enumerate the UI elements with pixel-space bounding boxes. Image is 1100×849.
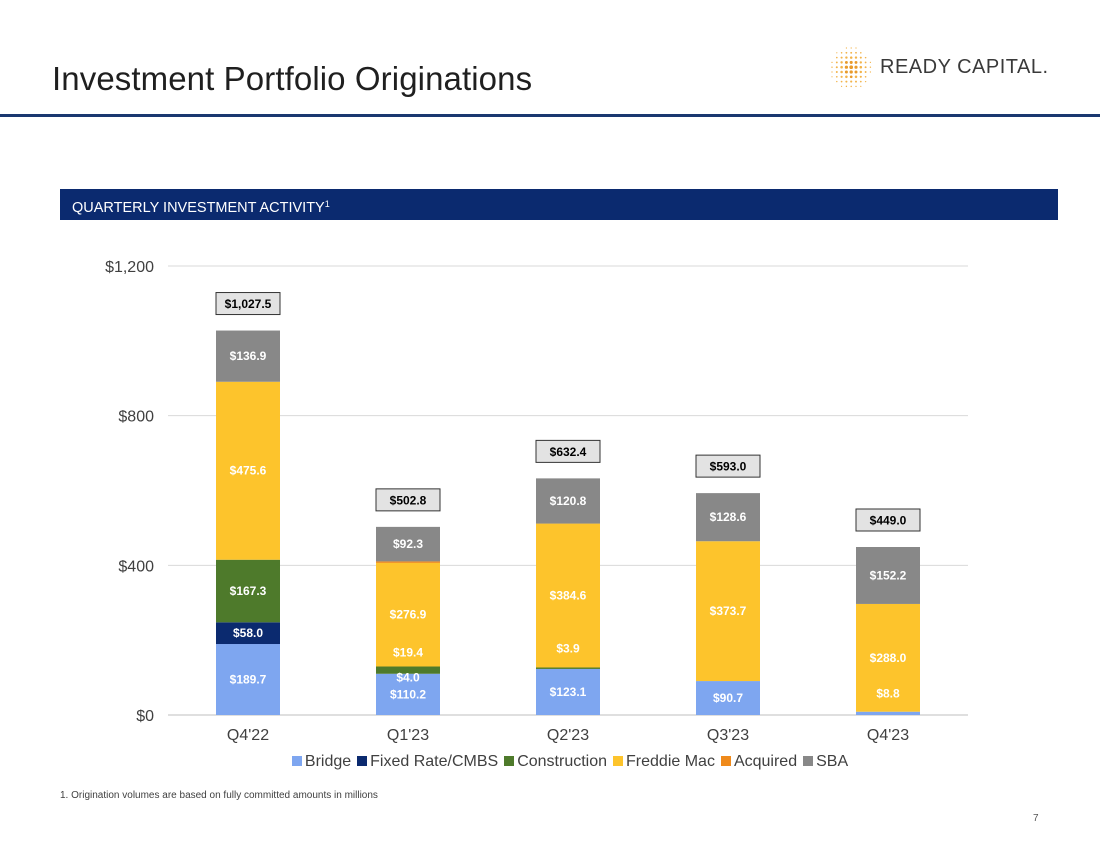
legend-label: Bridge — [304, 753, 352, 770]
header-divider — [0, 114, 1100, 117]
bar-segment-freddie-mac — [696, 541, 760, 682]
y-tick-label: $1,200 — [105, 259, 154, 276]
page-number: 7 — [1033, 813, 1039, 824]
data-label: $189.7 — [230, 673, 267, 687]
legend-swatch — [357, 756, 368, 766]
bar-segment-bridge — [856, 711, 920, 715]
data-label: $90.7 — [713, 691, 743, 705]
legend-label: Acquired — [733, 753, 798, 770]
data-label: $384.6 — [550, 589, 587, 603]
section-footnote-marker: 1 — [324, 199, 330, 209]
legend-item: Acquired — [720, 753, 798, 771]
legend-swatch — [803, 756, 814, 766]
legend-item: Fixed Rate/CMBS — [357, 753, 498, 771]
total-box — [375, 488, 441, 512]
total-box — [855, 508, 921, 532]
bar-segment-construction — [376, 666, 440, 674]
ready-capital-logo: READY CAPITAL. — [828, 44, 1058, 92]
footnote: 1. Origination volumes are based on full… — [60, 790, 378, 801]
logo-dot-grid-icon — [831, 47, 872, 88]
data-label: $152.2 — [870, 568, 907, 582]
legend-item: Freddie Mac — [613, 753, 715, 771]
section-header-label: QUARTERLY INVESTMENT ACTIVITY — [72, 200, 325, 216]
bar-segment-sba — [856, 546, 920, 604]
legend-item: Construction — [504, 753, 607, 771]
legend-label: Freddie Mac — [626, 753, 715, 770]
x-tick-label: Q2'23 — [547, 727, 589, 744]
bar-segment-freddie-mac — [376, 562, 440, 667]
bar-segment-fixed-rate-cmbs — [216, 622, 280, 645]
data-label: $8.8 — [876, 687, 900, 701]
bar-segment-bridge — [696, 681, 760, 715]
data-label: $475.6 — [230, 464, 267, 478]
total-box — [695, 454, 761, 478]
data-label: $128.6 — [710, 510, 747, 524]
total-box — [535, 439, 601, 463]
page-title: Investment Portfolio Originations — [52, 60, 533, 97]
logo-text: READY CAPITAL. — [880, 56, 1049, 78]
legend-swatch — [504, 756, 515, 766]
data-label: $167.3 — [230, 584, 267, 598]
total-label: $632.4 — [550, 445, 587, 459]
y-tick-label: $0 — [136, 708, 154, 725]
total-label: $449.0 — [870, 513, 907, 527]
legend-swatch — [291, 756, 302, 766]
bar-segment-acquired — [376, 561, 440, 563]
data-label: $58.0 — [233, 626, 263, 640]
x-tick-label: Q1'23 — [387, 727, 429, 744]
bar-segment-bridge — [216, 644, 280, 715]
data-label: $4.0 — [396, 671, 420, 685]
bar-segment-freddie-mac — [856, 603, 920, 712]
data-label: $288.0 — [870, 651, 907, 665]
bar-segment-bridge — [536, 668, 600, 715]
data-label: $3.9 — [556, 641, 580, 655]
bar-segment-sba — [696, 493, 760, 542]
total-label: $502.8 — [390, 493, 427, 507]
data-label: $110.2 — [390, 687, 426, 701]
y-tick-label: $800 — [118, 409, 154, 426]
x-tick-label: Q3'23 — [707, 727, 749, 744]
bar-segment-freddie-mac — [216, 381, 280, 560]
data-label: $92.3 — [393, 537, 423, 551]
data-label: $276.9 — [390, 608, 427, 622]
data-label: $373.7 — [710, 604, 747, 618]
x-tick-label: Q4'22 — [227, 727, 269, 744]
section-header: QUARTERLY INVESTMENT ACTIVITY1 — [60, 189, 1058, 220]
legend-label: Fixed Rate/CMBS — [370, 753, 499, 770]
data-label: $19.4 — [393, 646, 423, 660]
bar-segment-construction — [536, 667, 600, 669]
legend-label: SBA — [816, 753, 849, 770]
legend-swatch — [613, 756, 624, 766]
legend-label: Construction — [517, 753, 608, 770]
stacked-bar-chart: $0 $400 $800 $1,200 Q4'22 $1,027.5 Q1'23 $502.8… — [105, 259, 968, 744]
bar-segment-sba — [376, 526, 440, 562]
legend-item: Bridge — [291, 753, 352, 771]
legend-swatch — [720, 756, 731, 766]
chart-legend: Bridge Fixed Rate/CMBS Construction Freddie… — [0, 753, 1100, 771]
legend-item: SBA — [803, 753, 848, 771]
bar-segment-construction — [216, 559, 280, 623]
data-label: $120.8 — [550, 494, 587, 508]
total-box — [215, 292, 281, 316]
total-label: $593.0 — [710, 460, 747, 474]
data-label: $136.9 — [230, 349, 267, 363]
bar-segment-sba — [216, 330, 280, 382]
bar-segment-bridge — [376, 673, 440, 715]
x-tick-label: Q4'23 — [867, 727, 909, 744]
total-label: $1,027.5 — [225, 297, 272, 311]
bar-segment-freddie-mac — [536, 523, 600, 668]
data-label: $123.1 — [550, 685, 587, 699]
bar-segment-sba — [536, 478, 600, 524]
y-tick-label: $400 — [118, 558, 154, 575]
